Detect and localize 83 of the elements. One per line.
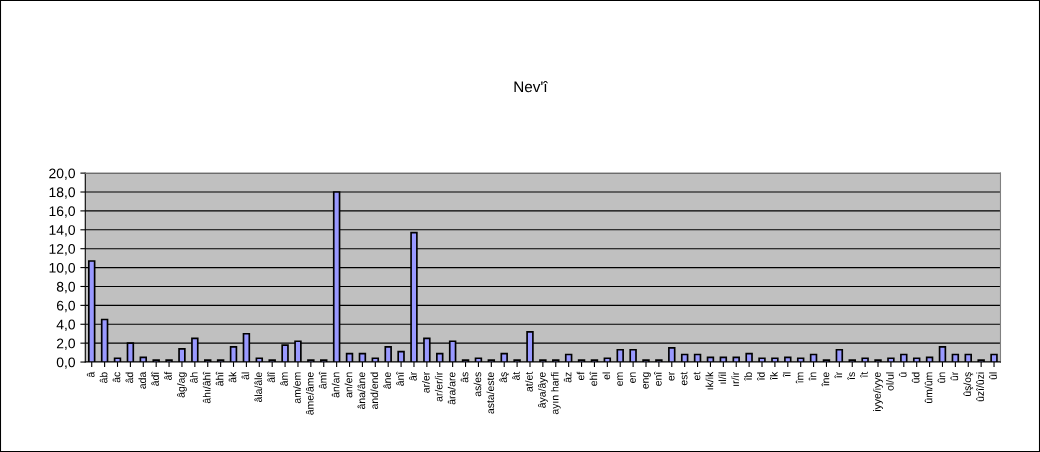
x-tick-label: ayın harfi <box>550 372 561 415</box>
x-tick-label: and/end <box>370 372 379 409</box>
x-tick-label: am/em <box>293 372 301 404</box>
y-tick-label: 18,0 <box>49 187 76 199</box>
x-tick-label: îk <box>770 371 778 381</box>
x-tick-label: ân/an <box>331 372 340 398</box>
x-tick-label: âne <box>383 372 391 389</box>
x-tick-label: enî <box>654 371 662 386</box>
x-tick-label: îs <box>847 372 856 381</box>
x-tick-label: âya/âye <box>538 372 548 408</box>
x-tick-label: ûn <box>937 372 946 383</box>
x-tick-label: ûzî/ûzi <box>976 372 984 402</box>
x-tick-label: âl <box>241 372 250 380</box>
x-tick-label: âr <box>409 371 417 381</box>
y-tick-label: 8,0 <box>56 281 76 294</box>
y-tick-label: 6,0 <box>56 300 76 313</box>
x-tick-label: âg/ag <box>177 372 187 398</box>
y-tick-label: 4,0 <box>56 319 76 332</box>
x-tick-label: iyye/iyye <box>873 372 883 412</box>
x-tick-label: ır/ir <box>731 371 740 386</box>
x-tick-label: est <box>680 371 688 386</box>
y-tick-label: 10,0 <box>49 262 76 275</box>
x-tick-label: û <box>898 372 907 377</box>
x-tick-label: îm <box>795 372 804 384</box>
x-tick-label: în <box>808 372 817 381</box>
x-tick-label: âd <box>125 372 134 383</box>
x-tick-label: ânî <box>396 371 404 386</box>
x-tick-label: ûş/oş <box>963 372 974 396</box>
x-tick-label: îne <box>821 372 830 387</box>
x-tick-label: âh <box>189 372 198 383</box>
x-tick-label: âme/âme <box>305 372 314 415</box>
x-tick-label: â <box>86 371 95 378</box>
x-tick-label: ehî <box>589 371 598 386</box>
x-tick-label: âz <box>563 372 572 383</box>
x-tick-label: ık/ik <box>705 371 714 390</box>
x-tick-label: ada <box>138 371 147 389</box>
x-tick-label: en <box>630 372 636 383</box>
x-tick-label: âm <box>280 372 288 386</box>
chart-title: Nev'î <box>514 80 548 93</box>
x-tick-label: âra/are <box>447 372 456 405</box>
y-tick-label: 16,0 <box>49 206 76 218</box>
x-tick-label: asta/este <box>486 372 495 414</box>
x-tick-label: âhı/âhî <box>202 371 211 404</box>
y-tick-label: 2,0 <box>56 338 76 350</box>
x-tick-label: ûr <box>950 371 959 381</box>
x-tick-label: ef <box>576 371 585 381</box>
y-tick-label: 12,0 <box>49 244 76 256</box>
x-tick-label: eng <box>643 372 651 389</box>
x-tick-label: âb <box>99 372 108 383</box>
x-tick-label: et <box>693 371 701 381</box>
x-tick-label: âhî <box>215 371 224 386</box>
x-tick-label: ar/er/ir <box>434 371 443 402</box>
x-tick-label: ûd <box>911 372 920 383</box>
x-tick-label: ol/ul <box>886 372 894 391</box>
x-tick-label: îd <box>757 372 765 381</box>
x-tick-label: ar/er <box>422 371 430 393</box>
x-tick-label: ûm/ûm <box>924 372 933 403</box>
x-tick-label: at/et <box>525 371 533 392</box>
x-tick-label: âk <box>228 371 237 383</box>
x-tick-label: îl <box>782 372 791 378</box>
x-tick-label: âf <box>164 371 172 381</box>
y-tick-label: 20,0 <box>49 168 76 180</box>
x-tick-label: em <box>617 372 624 386</box>
x-tick-label: âlî <box>267 371 275 383</box>
x-tick-label: ât <box>512 371 520 381</box>
x-tick-label: ûl <box>989 372 997 380</box>
x-tick-label: âmî <box>318 371 327 389</box>
x-tick-label: âs <box>460 372 469 383</box>
x-tick-label: ît <box>860 371 868 378</box>
x-tick-label: as/es <box>473 372 482 397</box>
y-tick-label: 0,0 <box>56 357 76 369</box>
x-tick-label: âla/âle <box>254 372 263 403</box>
x-tick-label: îb <box>744 372 752 381</box>
x-tick-label: el <box>602 372 611 380</box>
x-tick-label: er <box>668 371 675 381</box>
x-tick-label: an/en <box>344 372 353 398</box>
x-tick-label: âdî <box>151 371 159 386</box>
x-tick-label: âş <box>499 372 510 383</box>
y-tick-label: 14,0 <box>49 225 76 237</box>
x-tick-label: ıl/il <box>718 372 727 384</box>
x-tick-label: âna/âne <box>357 372 366 409</box>
x-tick-label: âc <box>112 372 121 383</box>
x-tick-label: îr <box>834 371 843 379</box>
